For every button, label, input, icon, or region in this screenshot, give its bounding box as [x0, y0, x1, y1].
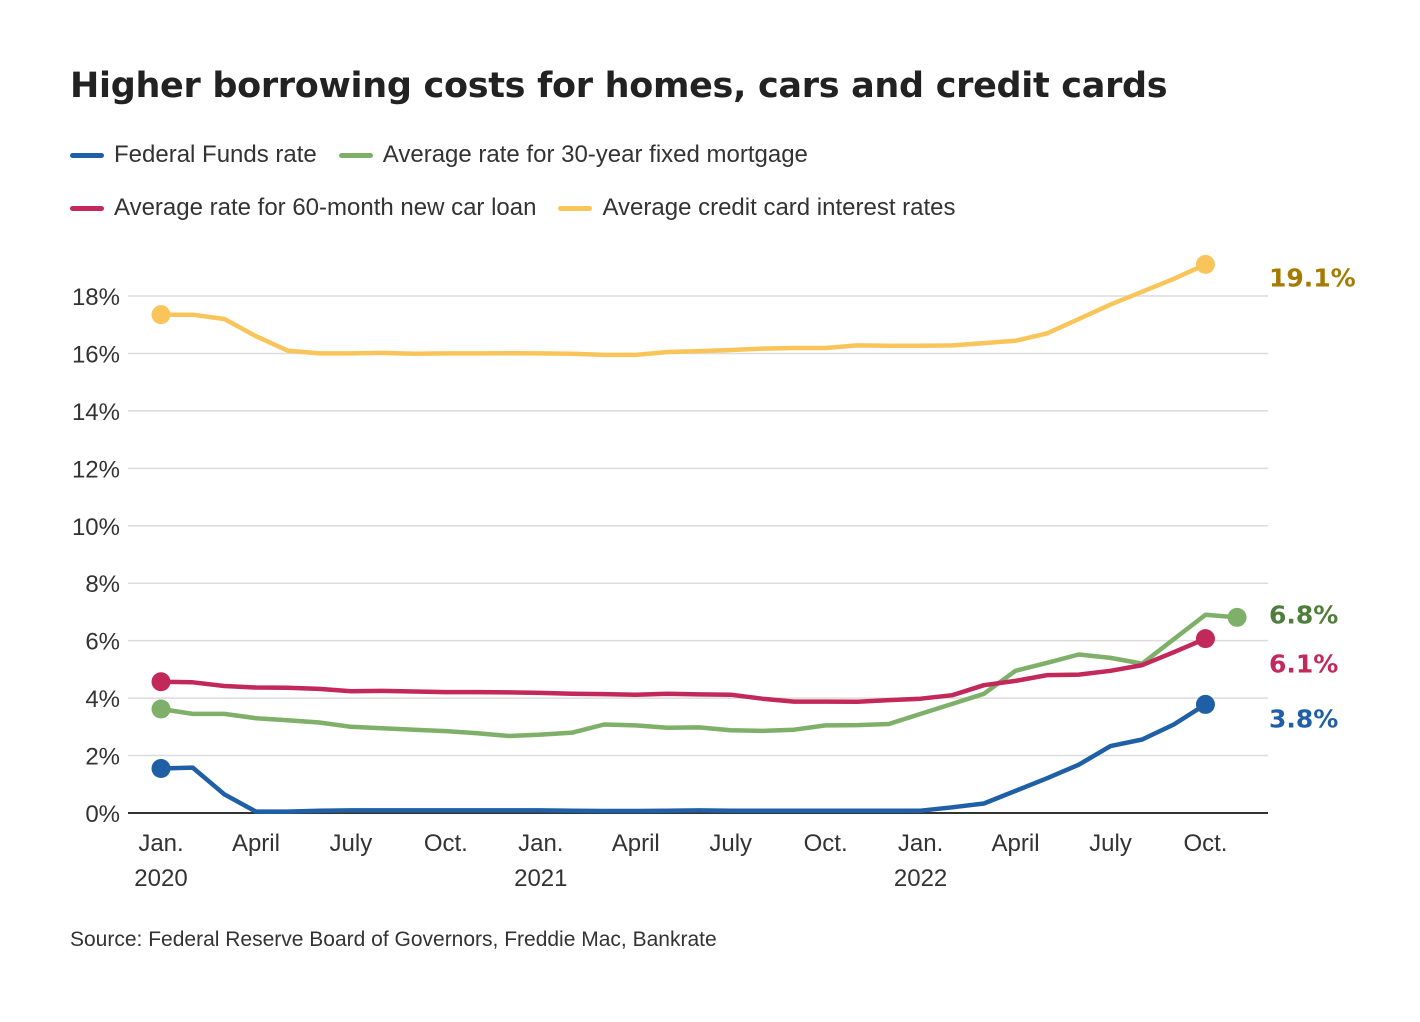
x-tick-label: July: [330, 830, 373, 857]
end-label-federal-funds-rate: 3.8%: [1269, 704, 1338, 733]
x-tick-label: April: [232, 830, 280, 857]
y-tick-label: 16%: [72, 341, 120, 368]
x-tick-label: Oct.: [1183, 830, 1227, 857]
legend-item-credit-card: Average credit card interest rates: [558, 194, 956, 222]
legend-label-car-loan: Average rate for 60-month new car loan: [114, 194, 537, 221]
legend-swatch-mortgage: [338, 152, 373, 158]
x-tick-label: July: [709, 830, 752, 857]
series-line-average-rate-for-30-year-fixed-mortgage: [158, 612, 1240, 739]
legend-item-mortgage: Average rate for 30-year fixed mortgage: [338, 141, 808, 169]
x-tick-label: Oct.: [804, 830, 848, 857]
x-tick-label: April: [992, 830, 1040, 857]
legend-row-1: Federal Funds rate Average rate for 30-y…: [70, 140, 1170, 170]
y-tick-label: 12%: [72, 456, 120, 483]
legend-swatch-fed-funds: [70, 152, 104, 158]
y-tick-label: 2%: [85, 744, 120, 771]
end-point-average-rate-for-60-month-new-car-loan: [1195, 629, 1215, 649]
end-label-average-rate-for-60-month-new-car-loan: 6.1%: [1269, 650, 1338, 679]
series-line-federal-funds-rate: [158, 702, 1208, 814]
source-note: Source: Federal Reserve Board of Governo…: [70, 928, 717, 951]
x-tick-year-label: 2021: [514, 865, 567, 892]
legend: Federal Funds rate Average rate for 30-y…: [70, 140, 1170, 246]
y-tick-label: 8%: [85, 571, 120, 598]
x-tick-year-label: 2022: [894, 865, 947, 892]
end-point-federal-funds-rate: [1195, 694, 1215, 714]
legend-label-fed-funds: Federal Funds rate: [114, 141, 317, 168]
x-tick-label: Jan.: [518, 830, 563, 857]
x-tick-label: Jan.: [898, 830, 943, 857]
legend-item-fed-funds: Federal Funds rate: [70, 141, 317, 169]
chart-title: Higher borrowing costs for homes, cars a…: [70, 66, 1168, 106]
y-tick-label: 18%: [72, 284, 120, 311]
end-label-average-rate-for-30-year-fixed-mortgage: 6.8%: [1269, 600, 1338, 629]
legend-swatch-credit-card: [558, 205, 593, 211]
start-point-average-credit-card-interest-rates: [151, 305, 171, 325]
legend-label-mortgage: Average rate for 30-year fixed mortgage: [382, 141, 808, 168]
x-tick-label: July: [1089, 830, 1132, 857]
end-point-average-rate-for-30-year-fixed-mortgage: [1227, 607, 1247, 627]
series-line-average-credit-card-interest-rates: [158, 262, 1208, 358]
x-tick-year-label: 2020: [134, 865, 187, 892]
x-tick-label: Oct.: [424, 830, 468, 857]
x-tick-label: Jan.: [138, 830, 183, 857]
legend-item-car-loan: Average rate for 60-month new car loan: [70, 194, 536, 222]
y-tick-label: 6%: [85, 629, 120, 656]
start-point-average-rate-for-60-month-new-car-loan: [151, 672, 171, 692]
y-tick-label: 14%: [72, 399, 120, 426]
y-tick-label: 4%: [85, 686, 120, 713]
x-tick-label: April: [612, 830, 660, 857]
end-point-average-credit-card-interest-rates: [1195, 254, 1215, 274]
end-label-average-credit-card-interest-rates: 19.1%: [1269, 263, 1356, 292]
start-point-federal-funds-rate: [151, 758, 171, 778]
series-line-average-rate-for-60-month-new-car-loan: [158, 636, 1208, 705]
y-tick-label: 0%: [85, 801, 120, 828]
start-point-average-rate-for-30-year-fixed-mortgage: [151, 699, 171, 719]
legend-swatch-car-loan: [70, 205, 104, 211]
legend-row-2: Average rate for 60-month new car loan A…: [70, 193, 1170, 223]
y-tick-label: 10%: [72, 514, 120, 541]
legend-label-credit-card: Average credit card interest rates: [602, 194, 956, 221]
